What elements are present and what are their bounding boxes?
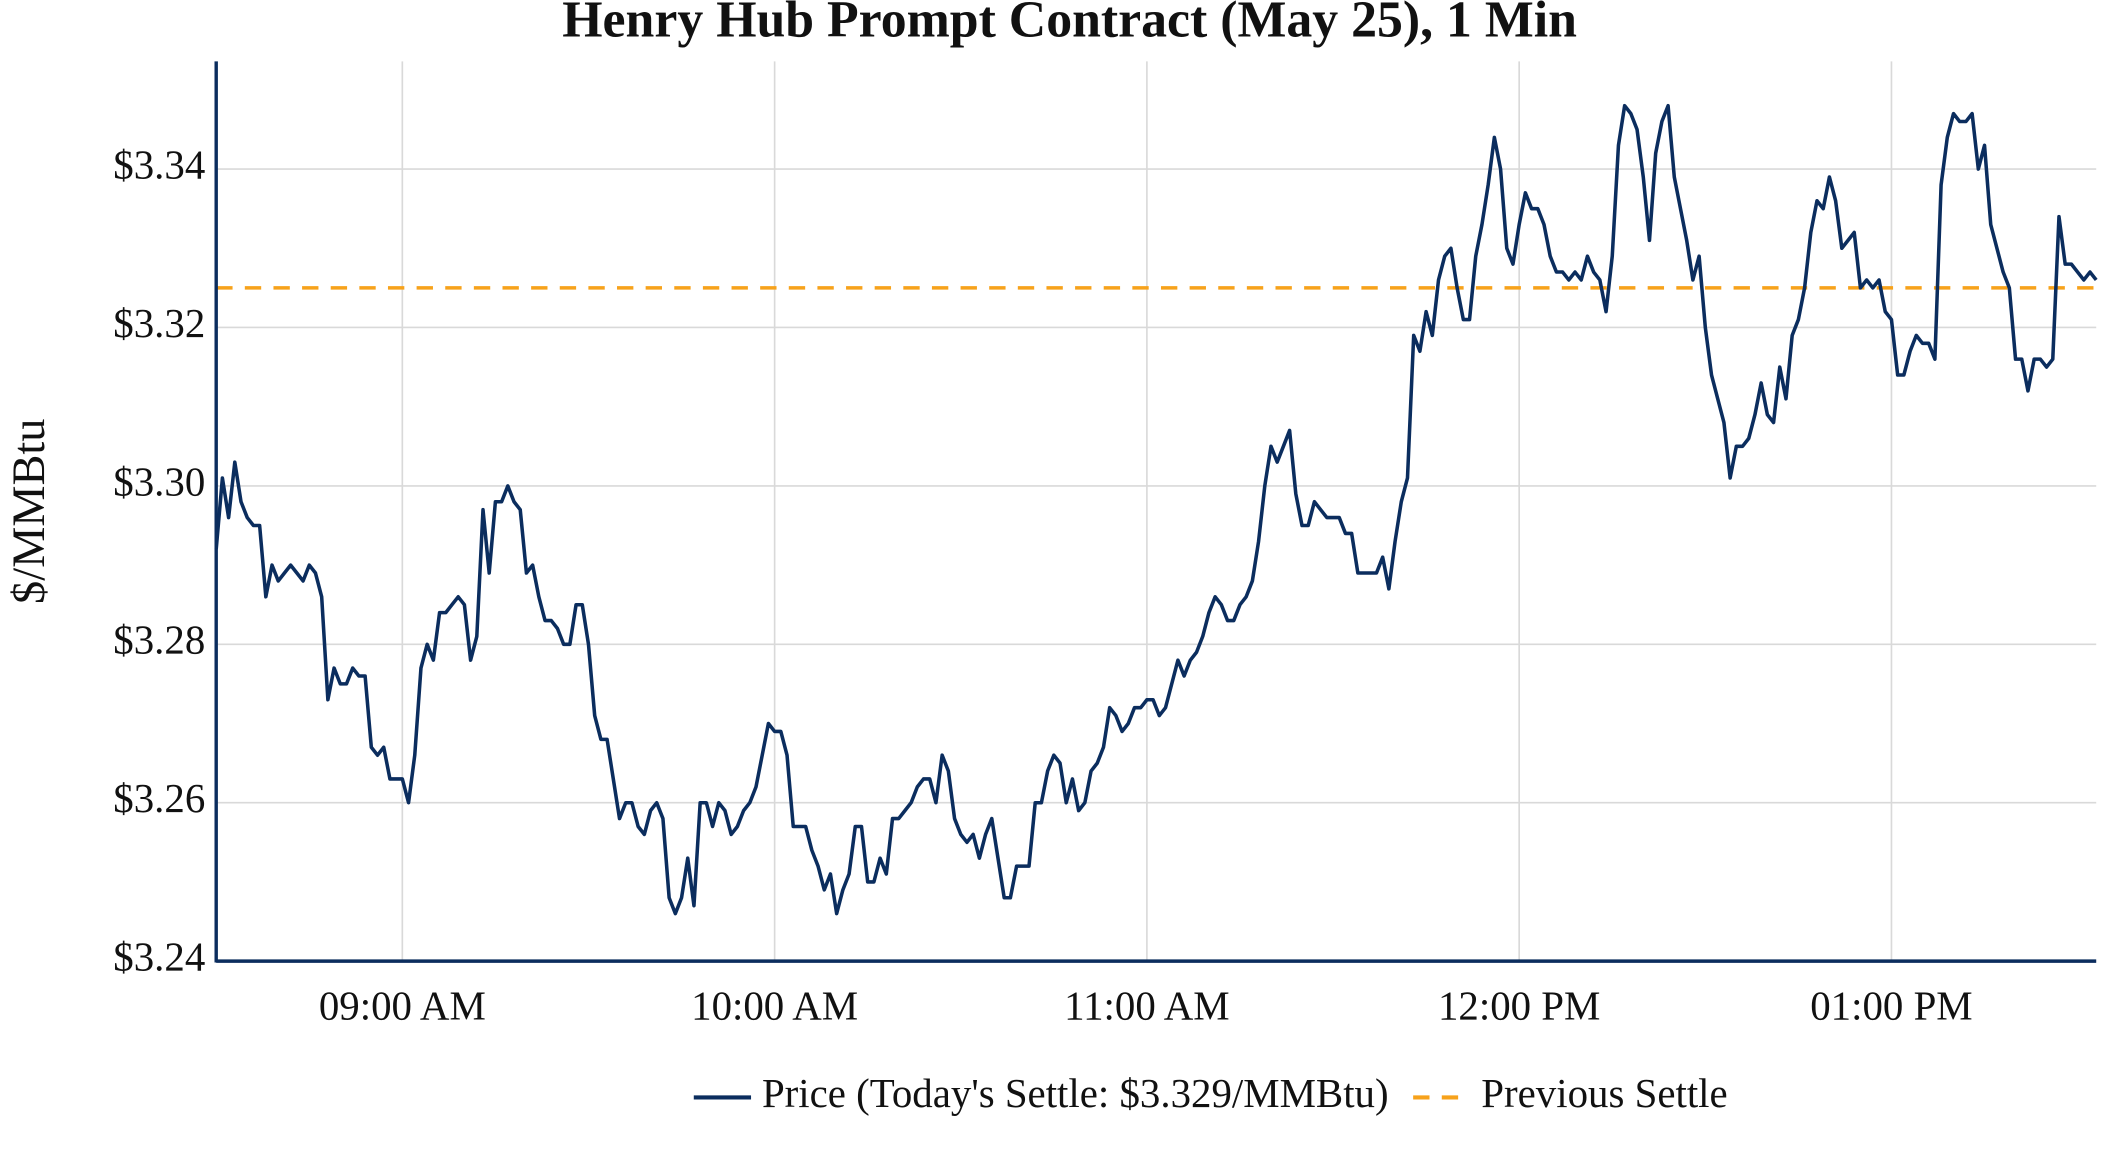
x-tick-label: 09:00 AM: [319, 984, 486, 1029]
y-axis-title: $/MMBtu: [4, 419, 55, 604]
x-tick-label: 12:00 PM: [1438, 984, 1600, 1029]
y-tick-label: $3.24: [113, 935, 205, 980]
x-tick-label: 10:00 AM: [691, 984, 858, 1029]
chart-title: Henry Hub Prompt Contract (May 25), 1 Mi…: [562, 0, 1577, 48]
y-tick-label: $3.34: [113, 142, 205, 187]
axes: $3.24 $3.26 $3.28 $3.30 $3.32 $3.34 09:00 AM 10…: [113, 61, 2097, 1029]
y-tick-label: $3.28: [113, 618, 205, 663]
plot-area: [214, 103, 2098, 916]
legend-label: Previous Settle: [1481, 1071, 1727, 1116]
legend: Price (Today's Settle: $3.329/MMBtu) Prev…: [693, 1071, 1728, 1116]
x-tick-label: 01:00 PM: [1810, 984, 1972, 1029]
y-tick-label: $3.30: [113, 459, 205, 504]
grid: [216, 61, 2097, 962]
legend-label: Price (Today's Settle: $3.329/MMBtu): [762, 1071, 1389, 1116]
x-tick-label: 11:00 AM: [1064, 984, 1229, 1029]
y-tick-label: $3.32: [113, 301, 205, 346]
price-line: [214, 103, 2098, 916]
legend-items: Price (Today's Settle: $3.329/MMBtu) Prev…: [693, 1071, 1728, 1116]
y-tick-label: $3.26: [113, 776, 205, 821]
